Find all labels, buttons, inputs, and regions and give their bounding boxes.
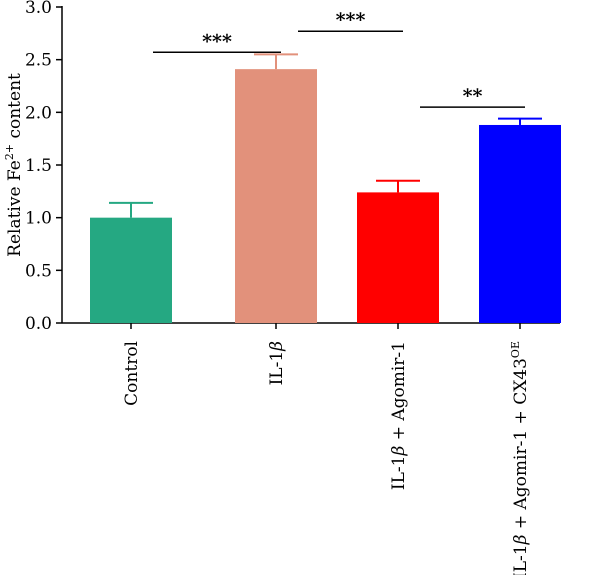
significance-annotations: ********	[153, 9, 525, 108]
x-tick-label: IL-1β	[267, 341, 287, 386]
bar	[235, 69, 317, 323]
y-axis-label-group: Relative Fe2+ content	[3, 73, 25, 257]
bars	[90, 69, 561, 324]
y-tick-label: 2.5	[25, 51, 52, 71]
y-tick-label: 0.5	[25, 261, 52, 281]
y-tick-label: 1.0	[25, 209, 52, 229]
significance-label: ***	[202, 30, 232, 52]
significance-label: **	[463, 85, 483, 107]
x-tick-label: IL-1β + Agomir-1	[389, 341, 409, 490]
y-tick-label: 2.0	[25, 103, 52, 123]
x-tick-label: Control	[122, 341, 142, 406]
y-ticks: 0.0 0.5 1.0 1.5 2.0 2.5 3.0	[25, 0, 62, 334]
x-tick-labels: Control IL-1β IL-1β + Agomir-1 IL-1β + Agom…	[122, 341, 531, 575]
y-tick-label: 1.5	[25, 156, 52, 176]
significance-label: ***	[336, 9, 366, 31]
bar	[90, 217, 172, 323]
bar	[357, 192, 439, 323]
x-tick-label: IL-1β + Agomir-1 + CX43OE	[509, 341, 531, 575]
y-tick-label: 3.0	[25, 0, 52, 18]
y-axis-label: Relative Fe2+ content	[3, 73, 25, 257]
bar	[479, 124, 561, 324]
y-tick-label: 0.0	[25, 314, 52, 334]
error-bars	[109, 53, 542, 218]
